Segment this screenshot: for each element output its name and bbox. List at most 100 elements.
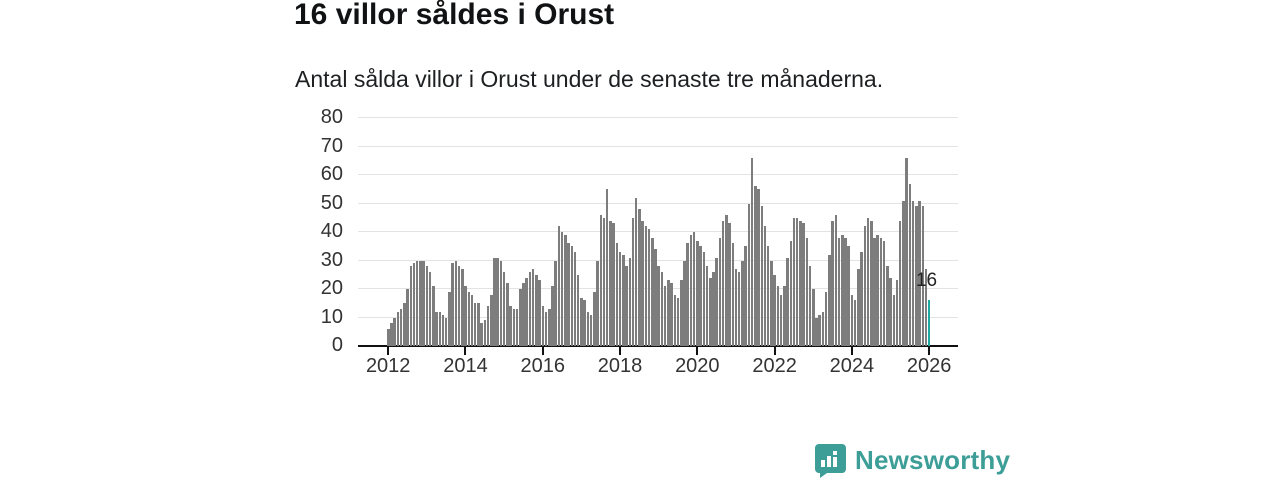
gridline xyxy=(358,231,958,232)
bar xyxy=(499,260,503,346)
gridline xyxy=(358,145,958,147)
bar xyxy=(535,274,538,346)
bar xyxy=(892,294,896,346)
bar xyxy=(902,200,905,346)
bar xyxy=(593,291,596,346)
x-axis-tick-label: 2022 xyxy=(752,355,797,377)
bar xyxy=(709,277,712,346)
bar xyxy=(802,223,805,346)
bar xyxy=(393,317,396,346)
bar xyxy=(470,294,474,346)
y-axis-tick-label: 60 xyxy=(320,163,343,185)
bar xyxy=(673,294,677,346)
bar xyxy=(622,254,625,346)
bar xyxy=(564,234,567,346)
bar xyxy=(834,214,838,346)
bar xyxy=(680,280,683,346)
bar xyxy=(731,243,735,346)
bar xyxy=(841,234,844,346)
last-bar-value-label: 16 xyxy=(915,270,938,292)
x-axis-tick-mark xyxy=(773,347,776,355)
bar xyxy=(644,226,648,346)
bar xyxy=(676,297,680,346)
bar xyxy=(544,311,548,346)
bar xyxy=(451,263,454,346)
bar xyxy=(625,266,628,346)
bar-chart-plot-area xyxy=(358,117,958,347)
bar xyxy=(486,306,490,346)
bar xyxy=(438,311,442,346)
bar xyxy=(792,217,796,346)
y-axis-tick-label: 0 xyxy=(331,334,343,356)
bar xyxy=(428,271,432,346)
bar xyxy=(879,237,883,346)
bar xyxy=(911,200,915,346)
x-axis-tick-mark xyxy=(541,347,544,355)
bar xyxy=(908,183,912,346)
bar xyxy=(850,294,854,346)
bar xyxy=(808,266,812,346)
bar xyxy=(795,217,799,346)
y-axis-tick-label: 70 xyxy=(320,134,343,157)
bar xyxy=(754,186,757,346)
bar xyxy=(528,271,532,346)
bar xyxy=(734,269,738,346)
x-axis-tick-mark xyxy=(464,347,467,355)
y-axis-tick-label: 40 xyxy=(320,220,343,242)
highlighted-bar xyxy=(927,300,931,346)
bar xyxy=(599,214,603,346)
bar xyxy=(415,260,419,346)
bar xyxy=(557,226,561,346)
bar xyxy=(448,291,451,346)
bar xyxy=(638,209,641,346)
bar xyxy=(699,246,702,346)
bar xyxy=(483,320,487,346)
bar xyxy=(847,246,850,346)
bar xyxy=(812,289,815,346)
chart-subtitle: Antal sålda villor i Orust under de sena… xyxy=(295,66,884,92)
y-axis-tick-label: 10 xyxy=(320,305,343,328)
bar xyxy=(763,226,767,346)
bar xyxy=(596,260,599,346)
bar xyxy=(580,297,583,346)
bar xyxy=(921,206,925,346)
bar xyxy=(747,203,751,346)
bar xyxy=(750,157,754,346)
bar xyxy=(519,289,522,346)
bar xyxy=(760,206,764,346)
bar xyxy=(548,308,551,346)
bar xyxy=(773,274,776,346)
bar xyxy=(737,271,741,346)
bar xyxy=(390,323,393,346)
gridline xyxy=(358,259,958,261)
x-axis-tick-label: 2014 xyxy=(443,355,488,377)
bar xyxy=(560,232,564,346)
bar xyxy=(583,300,586,346)
bar xyxy=(683,260,686,346)
bar xyxy=(728,223,731,346)
bar xyxy=(657,266,660,346)
bar xyxy=(853,300,857,346)
bar xyxy=(725,214,728,346)
bar xyxy=(403,303,406,346)
bar xyxy=(660,271,664,346)
bar xyxy=(409,266,413,346)
bar xyxy=(889,277,892,346)
x-axis-tick-label: 2020 xyxy=(675,355,720,377)
bar xyxy=(435,311,438,346)
bar xyxy=(828,254,831,346)
newsworthy-logo: Newsworthy xyxy=(814,443,1010,478)
gridline xyxy=(358,174,958,175)
bar xyxy=(831,220,834,346)
bar xyxy=(425,266,429,346)
bar xyxy=(502,271,506,346)
bar xyxy=(744,246,747,346)
bar xyxy=(605,189,609,346)
y-axis-tick-label: 30 xyxy=(320,248,343,271)
bar xyxy=(461,269,464,346)
x-axis-tick-mark xyxy=(850,347,853,355)
bar xyxy=(905,157,908,346)
bar xyxy=(496,257,499,346)
bar xyxy=(824,291,828,346)
bar xyxy=(522,283,525,346)
